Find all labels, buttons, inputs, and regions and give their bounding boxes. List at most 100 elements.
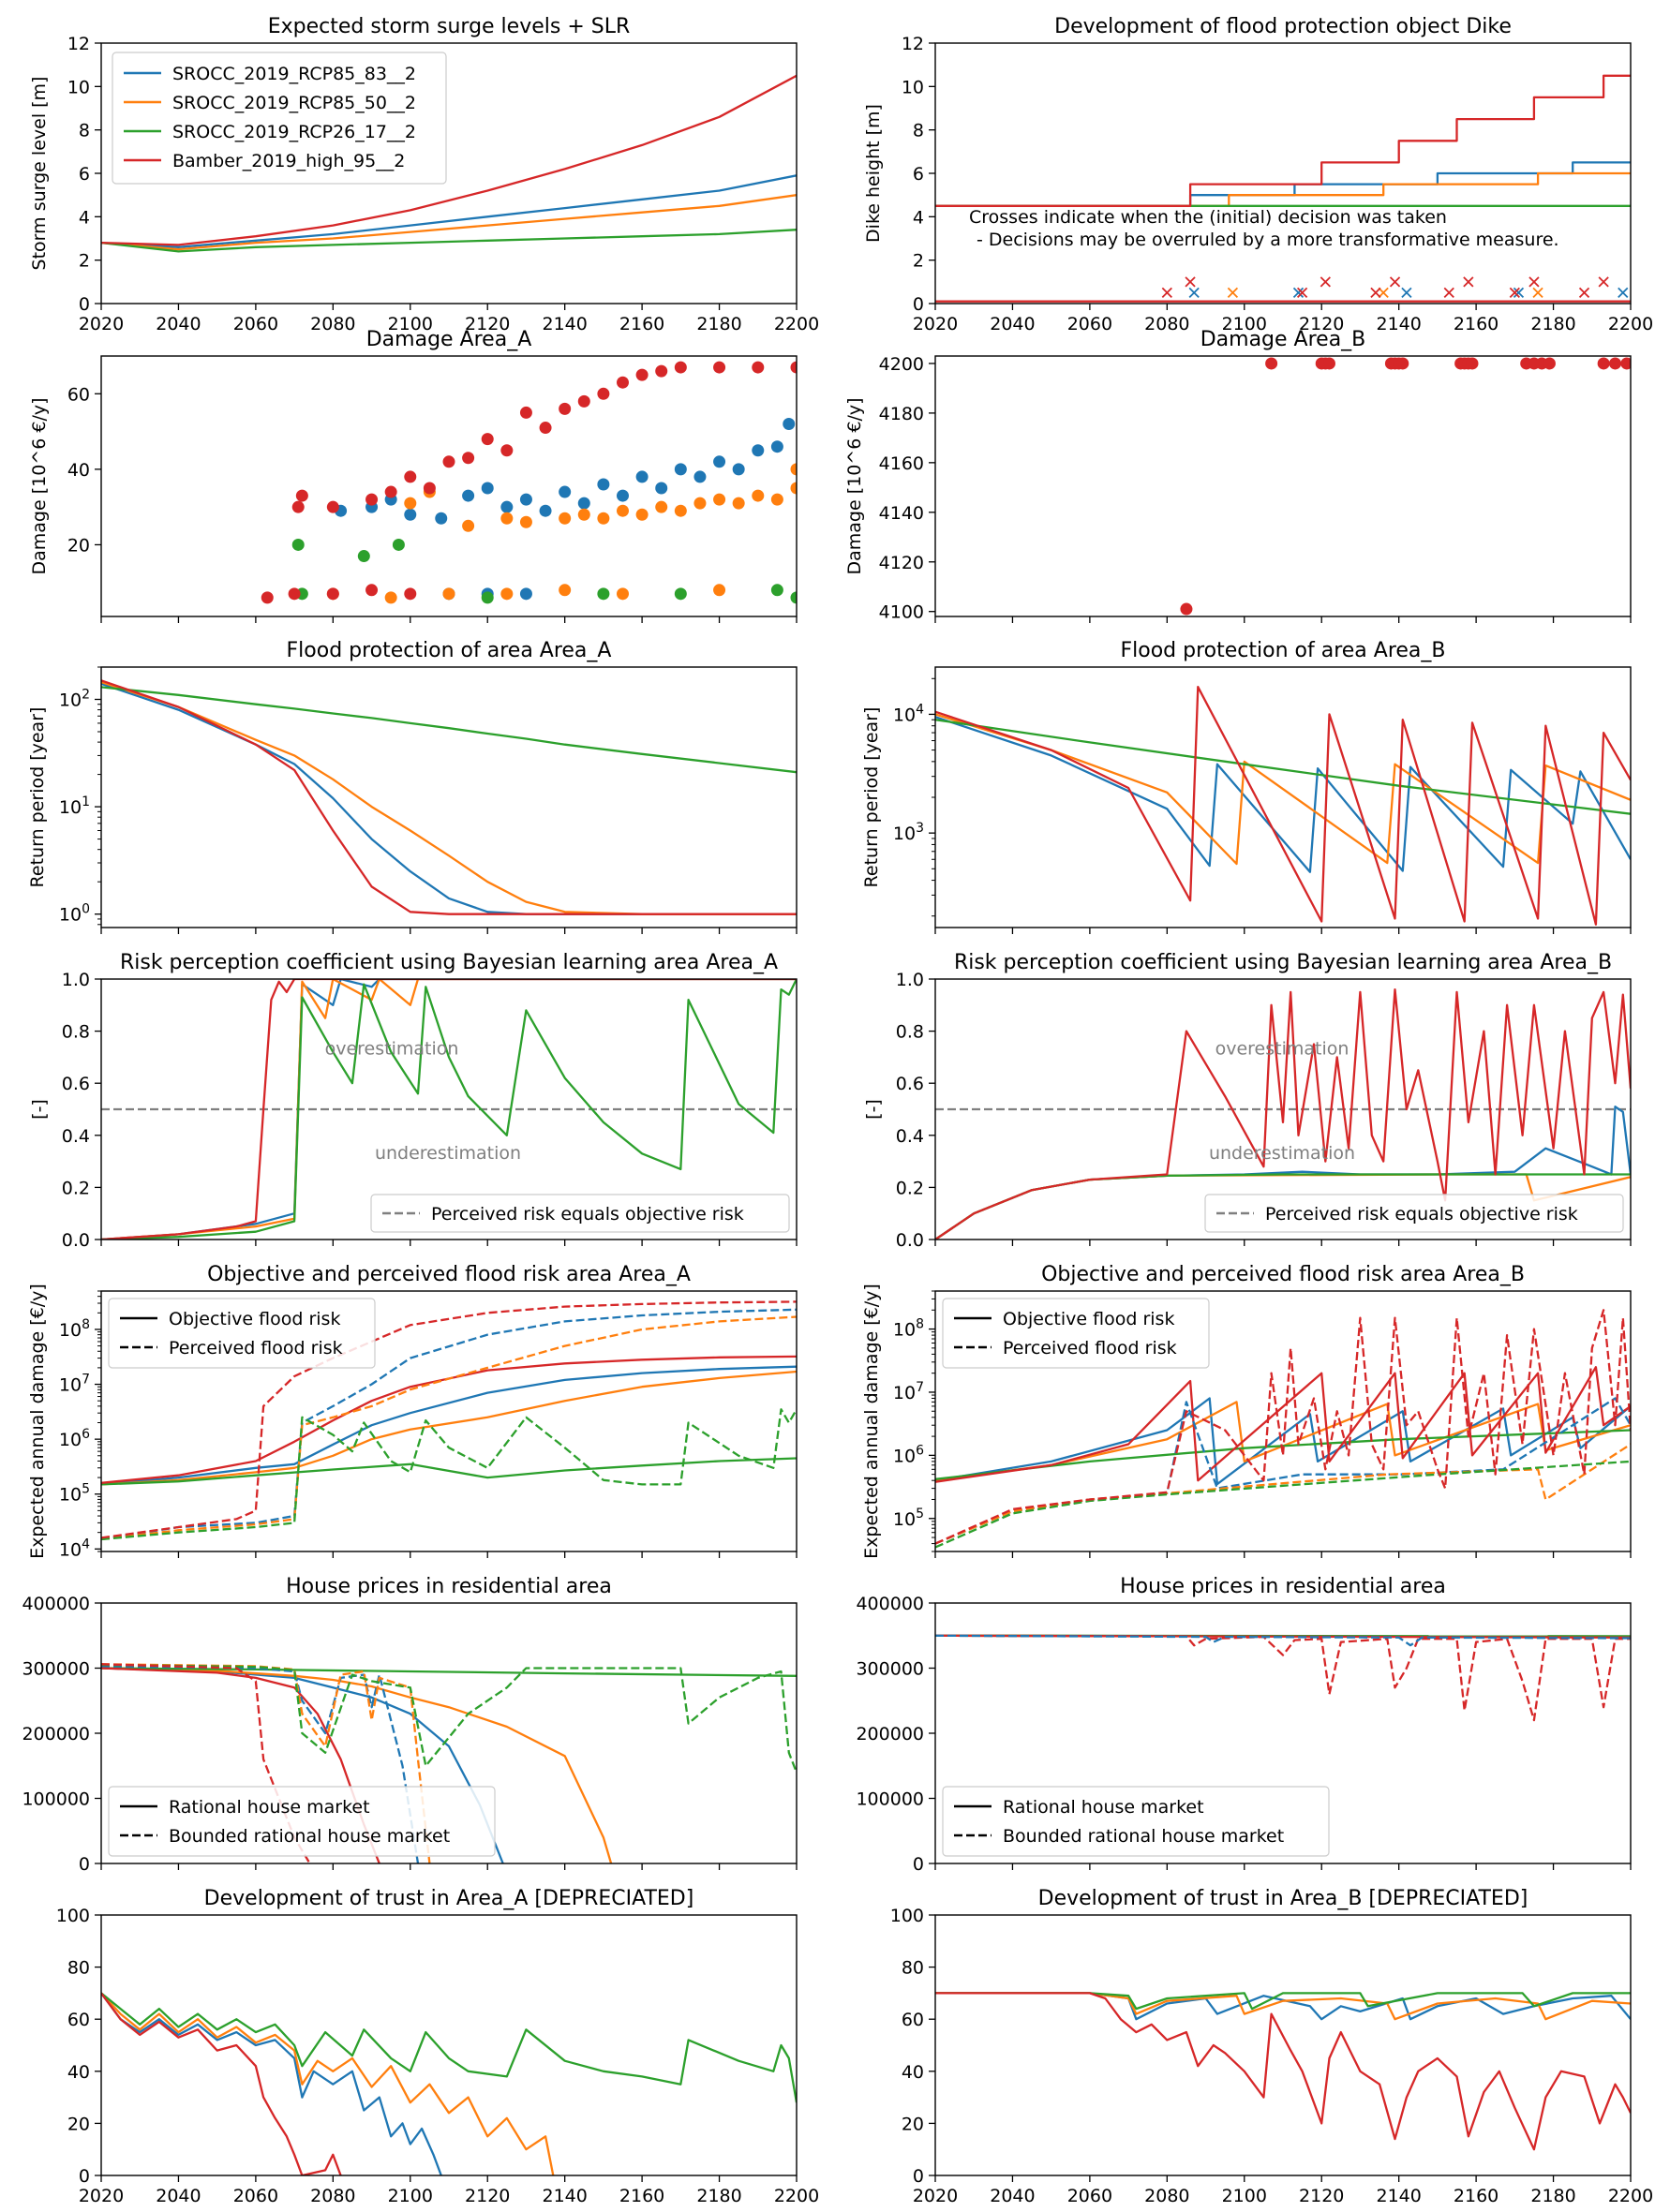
data-point: [783, 418, 796, 431]
series-line: [935, 74, 1631, 207]
data-point: [617, 504, 629, 517]
y-tick-label: 106: [893, 1443, 924, 1466]
y-tick-label: 0: [913, 2166, 924, 2187]
axes-frame: [934, 1290, 1632, 1552]
decision-marker: [1618, 287, 1629, 299]
y-tick-label: 80: [902, 1958, 924, 1979]
data-point: [519, 515, 532, 528]
plot-area: [935, 1992, 1631, 2151]
legend-entry: SROCC_2019_RCP85_50__2: [172, 93, 416, 113]
data-point: [365, 493, 379, 506]
data-point: [1466, 357, 1479, 370]
y-tick-label: 2: [913, 251, 924, 272]
series-line: [101, 229, 797, 253]
y-tick-label: 300000: [22, 1659, 90, 1680]
data-point: [462, 452, 475, 465]
chart-title: Objective and perceived flood risk area …: [1041, 1263, 1525, 1286]
legend-entry: Bamber_2019_high_95__2: [172, 151, 405, 171]
panel-objB: Objective and perceived flood risk area …: [861, 1263, 1632, 1559]
series-line: [101, 979, 797, 1240]
y-tick-label: 4100: [879, 602, 924, 623]
x-tick-label: 2160: [619, 314, 664, 334]
data-point: [288, 587, 301, 601]
x-tick-label: 2060: [233, 2186, 278, 2206]
y-tick-label: 400000: [22, 1594, 90, 1614]
data-point: [481, 433, 494, 446]
x-tick-label: 2160: [619, 2186, 664, 2206]
panel-trustB: Development of trust in Area_B [DEPRECIA…: [890, 1887, 1653, 2206]
data-point: [326, 500, 339, 513]
y-tick-label: 10: [67, 77, 90, 97]
data-point: [392, 538, 405, 551]
panel-protA: Flood protection of area Area_A Return pe…: [27, 639, 798, 934]
panel-dike: Development of flood protection object D…: [863, 15, 1653, 334]
x-tick-label: 2120: [1299, 314, 1344, 334]
data-point: [577, 497, 590, 510]
data-point: [559, 584, 572, 597]
panel-riskB: Risk perception coefficient using Bayesi…: [863, 951, 1632, 1251]
legend-box: [370, 1194, 790, 1233]
x-tick-label: 2200: [774, 2186, 819, 2206]
data-point: [635, 368, 649, 381]
legend-entry: SROCC_2019_RCP26_17__2: [172, 122, 416, 142]
data-point: [519, 406, 532, 419]
x-tick-label: 2120: [465, 314, 510, 334]
data-point: [713, 361, 726, 374]
y-axis-label: Storm surge level [m]: [29, 77, 50, 271]
y-tick-label: 0.8: [896, 1022, 924, 1043]
chart-title: Development of trust in Area_B [DEPRECIA…: [1038, 1887, 1528, 1910]
data-point: [674, 463, 687, 476]
x-tick-label: 2140: [542, 314, 587, 334]
legend-box: [942, 1786, 1330, 1857]
axes-frame: [100, 1290, 798, 1552]
plot-area: [935, 686, 1631, 926]
chart-title: Expected storm surge levels + SLR: [268, 15, 631, 38]
y-tick-label: 0.2: [62, 1178, 90, 1198]
axes-frame: [934, 1602, 1632, 1864]
y-tick-label: 0: [79, 1854, 90, 1875]
x-tick-label: 2160: [1454, 314, 1499, 334]
overestimation-label: overestimation: [1215, 1039, 1349, 1060]
y-tick-label: 0.4: [896, 1126, 924, 1147]
y-axis-label: Expected annual damage [€/y]: [861, 1284, 882, 1559]
y-tick-label: 102: [59, 687, 90, 710]
data-point: [291, 500, 305, 513]
data-point: [635, 508, 649, 521]
series-line: [101, 679, 797, 915]
series-line: [101, 174, 797, 248]
series-line: [101, 1667, 797, 1677]
decision-marker: [1528, 276, 1540, 288]
data-point: [693, 470, 707, 483]
plot-area: [261, 361, 797, 604]
data-point: [790, 482, 797, 495]
data-point: [617, 587, 629, 601]
data-point: [500, 587, 514, 601]
chart-title: Damage Area_A: [366, 328, 532, 351]
y-axis-label: [-]: [29, 1099, 50, 1120]
series-line: [101, 1365, 797, 1486]
data-point: [693, 497, 707, 510]
y-tick-label: 107: [893, 1380, 924, 1403]
underestimation-label: underestimation: [1209, 1143, 1355, 1164]
y-tick-label: 0: [79, 2166, 90, 2187]
y-tick-label: 12: [67, 34, 90, 54]
x-tick-label: 2180: [696, 2186, 741, 2206]
series-line: [101, 979, 797, 1240]
data-point: [732, 463, 745, 476]
series-line: [935, 987, 1631, 1240]
data-point: [635, 470, 649, 483]
data-point: [770, 584, 783, 597]
y-axis-label: Damage [10^6 €/y]: [844, 398, 865, 575]
chart-title: Development of flood protection object D…: [1054, 15, 1512, 38]
x-tick-label: 2120: [465, 2186, 510, 2206]
y-tick-label: 40: [67, 460, 90, 481]
decision-marker: [1532, 287, 1543, 299]
series-line: [935, 1992, 1631, 2011]
x-tick-label: 2120: [1299, 2186, 1344, 2206]
x-tick-label: 2100: [1222, 314, 1267, 334]
data-point: [674, 587, 687, 601]
y-tick-label: 0: [913, 294, 924, 315]
annotation-text: Crosses indicate when the (initial) deci…: [969, 207, 1447, 228]
y-tick-label: 6: [913, 164, 924, 185]
